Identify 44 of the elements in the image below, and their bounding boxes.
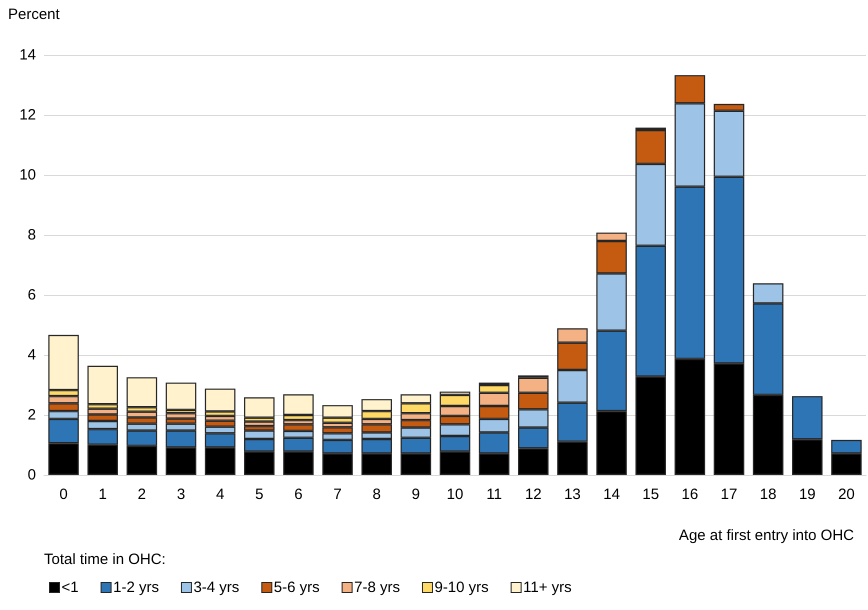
legend-label: 3-4 yrs [193, 579, 240, 596]
y-tick-label: 0 [28, 466, 36, 484]
x-tick-label: 13 [564, 486, 581, 503]
y-tick-label: 2 [28, 406, 36, 424]
legend-label: 7-8 yrs [354, 579, 400, 596]
x-tick-label: 1 [98, 486, 107, 503]
x-tick-label: 3 [176, 486, 186, 503]
legend-label: 5-6 yrs [274, 579, 320, 596]
x-tick-label: 5 [255, 486, 264, 503]
bar [126, 377, 158, 408]
y-tick-label: 12 [19, 106, 36, 124]
x-tick-label: 8 [372, 486, 381, 503]
y-tick-label: 4 [28, 346, 36, 364]
x-tick-label: 11 [486, 486, 502, 503]
y-tick-label: 10 [19, 166, 36, 184]
bar [244, 422, 275, 426]
x-tick-label: 18 [760, 486, 776, 503]
legend-title: Total time in OHC: [44, 551, 166, 568]
y-tick-label: 6 [28, 286, 36, 304]
legend-label: <1 [62, 579, 79, 596]
x-tick-label: 19 [798, 486, 816, 503]
x-axis-title: Age at first entry into OHC [678, 527, 854, 544]
x-tick-label: 17 [720, 486, 738, 503]
y-tick-label: 14 [19, 46, 36, 64]
x-tick-label: 14 [603, 486, 620, 503]
x-tick-label: 12 [524, 486, 542, 503]
bar [166, 382, 196, 410]
x-tick-label: 10 [446, 486, 464, 503]
x-tick-label: 4 [216, 486, 224, 503]
x-tick-label: 15 [642, 486, 660, 503]
x-tick-label: 20 [838, 486, 855, 503]
x-tick-label: 0 [59, 486, 68, 503]
x-tick-label: 16 [682, 486, 698, 503]
legend-label: 11+ yrs [523, 579, 572, 596]
y-tick-label: 8 [28, 226, 36, 244]
bar [244, 397, 275, 418]
bar [87, 366, 118, 404]
x-tick-label: 7 [333, 486, 342, 503]
y-axis-title: Percent [8, 6, 61, 23]
x-tick-label: 2 [138, 486, 146, 503]
x-tick-label: 9 [412, 486, 420, 503]
legend-label: 1-2 yrs [113, 579, 159, 596]
x-tick-label: 6 [294, 486, 303, 503]
legend-label: 9-10 yrs [434, 579, 489, 596]
